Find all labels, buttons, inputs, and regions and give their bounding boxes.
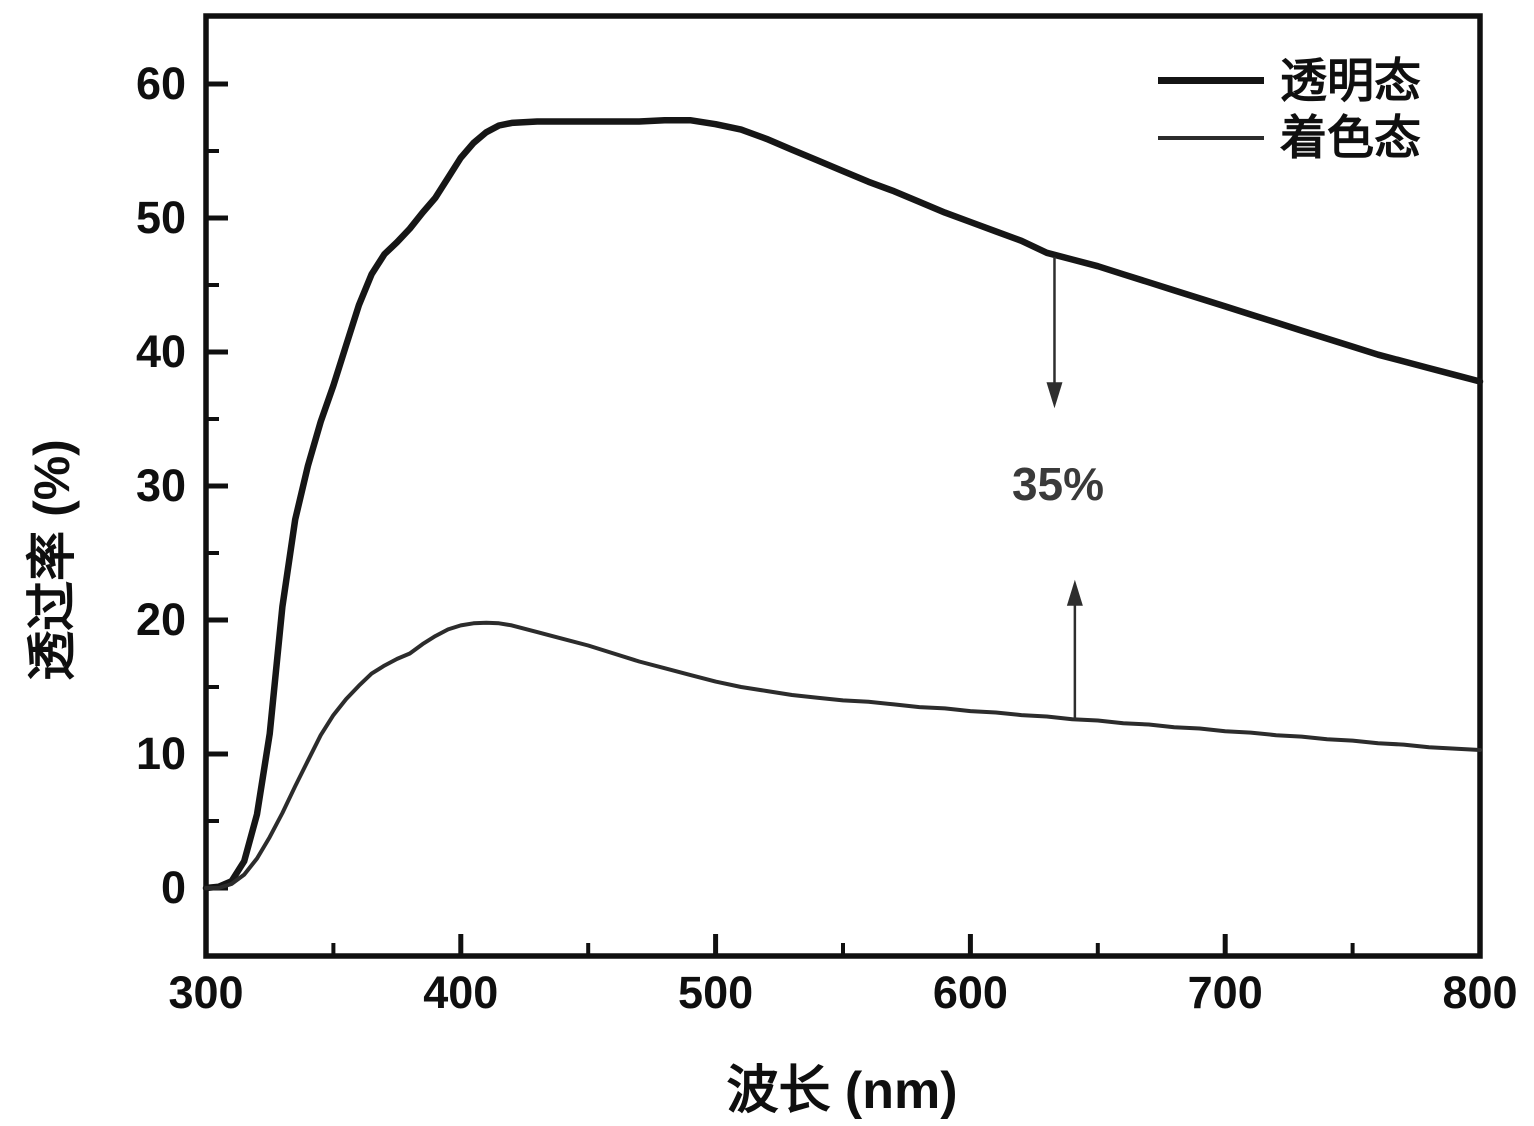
annotation-arrow-down-head <box>1046 382 1063 409</box>
series-colored-state <box>204 620 1482 890</box>
x-tick-label: 300 <box>168 967 243 1018</box>
x-tick-label: 600 <box>933 967 1008 1018</box>
annotation-delta-transmittance: 35% <box>1011 458 1105 510</box>
y-tick-label: 60 <box>136 58 186 109</box>
y-tick-label: 10 <box>136 728 186 779</box>
legend-line-colored-state-icon <box>1158 135 1264 140</box>
legend: 透明态 着色态 <box>1158 57 1421 161</box>
annotation-arrow-up-head <box>1066 579 1083 606</box>
legend-item-colored-state: 着色态 <box>1158 114 1421 161</box>
x-axis-title: 波长 (nm) <box>726 1062 958 1120</box>
x-tick-label: 400 <box>423 967 498 1018</box>
legend-label-colored-state: 着色态 <box>1280 111 1421 164</box>
x-tick-label: 700 <box>1188 967 1263 1018</box>
y-axis-title: 透过率 (%) <box>24 439 80 681</box>
y-tick-label: 0 <box>161 862 186 913</box>
y-tick-label: 50 <box>136 192 186 243</box>
legend-label-transparent-state: 透明态 <box>1280 54 1421 107</box>
y-tick-label: 40 <box>136 326 186 377</box>
legend-item-transparent-state: 透明态 <box>1158 57 1421 104</box>
y-tick-label: 20 <box>136 594 186 645</box>
plot-frame <box>203 13 1483 959</box>
series-transparent-state <box>202 116 1484 892</box>
y-tick-label: 30 <box>136 460 186 511</box>
x-tick-label: 500 <box>678 967 753 1018</box>
x-tick-label: 800 <box>1442 967 1517 1018</box>
legend-line-transparent-state-icon <box>1158 77 1264 84</box>
